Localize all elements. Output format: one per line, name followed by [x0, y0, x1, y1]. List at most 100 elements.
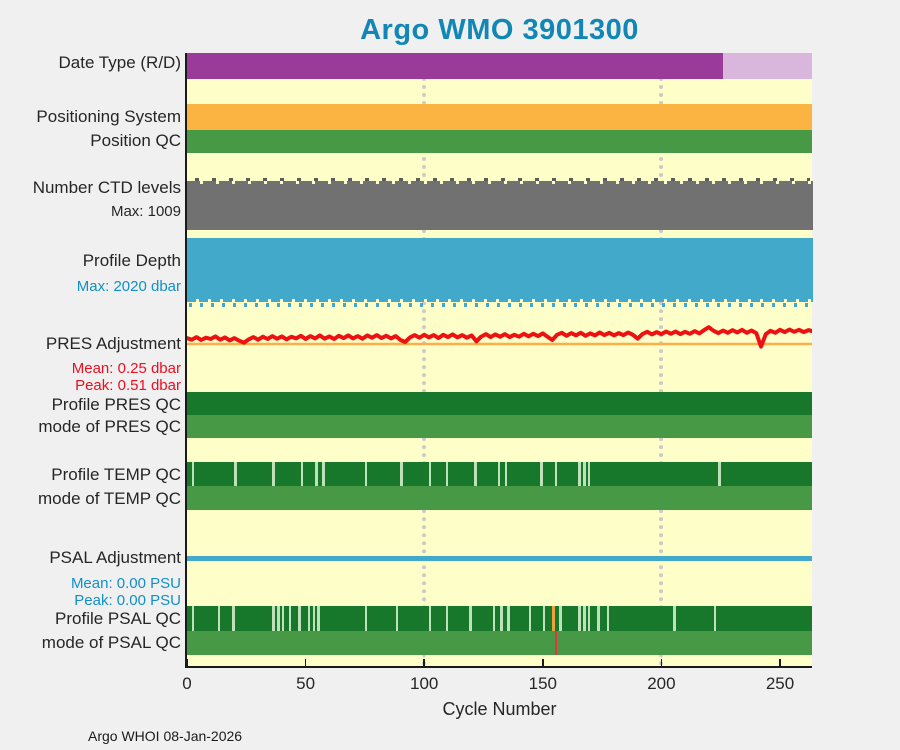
qc-flag-stripe [232, 606, 235, 631]
x-axis-tick-label: 250 [765, 674, 795, 693]
qc-flag-stripe [713, 606, 717, 631]
x-axis-tick-label: 150 [528, 674, 557, 693]
x-axis-tick [186, 659, 188, 666]
qc-flag-stripe [281, 606, 285, 631]
row-sublabel-pres-mean: Mean: 0.25 dbar [71, 360, 181, 377]
qc-flag-stripe [474, 462, 477, 486]
qc-flag-stripe [504, 462, 508, 486]
row-label-pres-adjustment: PRES Adjustment [45, 334, 181, 353]
qc-flag-stripe [234, 462, 237, 486]
band-segment [187, 238, 814, 302]
page-title: Argo WMO 3901300 [360, 14, 639, 46]
band-date-type [187, 53, 812, 79]
qc-flag-stripe [445, 606, 449, 631]
qc-flag-stripe [500, 606, 503, 631]
qc-flag-stripe [587, 606, 591, 631]
row-label-mode-psal-qc: mode of PSAL QC [41, 633, 181, 652]
band-profile-depth [187, 238, 814, 307]
qc-flag-stripe [312, 606, 316, 631]
row-sublabel-pres-peak: Peak: 0.51 dbar [75, 377, 181, 394]
band-segment [187, 181, 814, 230]
band-segment [187, 631, 812, 655]
qc-flag-stripe [300, 462, 304, 486]
band-profile-temp-qc [187, 462, 812, 486]
qc-flag-stripe [428, 462, 432, 486]
qc-flag-stripe [288, 606, 292, 631]
band-profile-pres-qc [187, 392, 812, 415]
x-axis-tick [423, 659, 425, 666]
qc-flag-stripe [540, 462, 543, 486]
qc-flag-stripe [364, 462, 368, 486]
ctd-levels-top-texture [189, 178, 810, 181]
row-label-positioning-system: Positioning System [36, 107, 181, 126]
qc-flag-stripe [578, 606, 581, 631]
qc-flag-stripe [272, 462, 275, 486]
x-axis-tick [542, 659, 544, 666]
x-axis-tick-label: 50 [296, 674, 316, 693]
band-number-ctd-levels [187, 178, 814, 230]
x-axis-label: Cycle Number [442, 699, 557, 719]
qc-flag-stripe [559, 606, 562, 631]
x-axis-tick-label: 100 [410, 674, 439, 693]
qc-flag-stripe [298, 606, 301, 631]
qc-flag-stripe [428, 606, 432, 631]
band-profile-psal-qc [187, 606, 812, 631]
row-label-ctd-levels: Number CTD levels [32, 178, 181, 197]
qc-flag-stripe [191, 462, 195, 486]
pres-adjustment-line [187, 325, 812, 349]
row-sublabel-psal-mean: Mean: 0.00 PSU [70, 575, 181, 592]
qc-flag-stripe [395, 606, 399, 631]
band-mode-of-psal-qc [187, 631, 812, 655]
qc-flag-stripe-special [554, 631, 558, 655]
qc-flag-stripe-special [552, 606, 555, 631]
row-label-date-type: Date Type (R/D) [58, 53, 181, 72]
psal-adjustment-line [187, 556, 812, 561]
band-segment [187, 104, 812, 130]
band-segment [187, 392, 812, 415]
qc-flag-stripe [469, 606, 472, 631]
qc-flag-stripe [317, 606, 320, 631]
qc-flag-stripe [445, 462, 449, 486]
profile-depth-tick-texture [189, 303, 810, 307]
band-positioning-system [187, 104, 812, 130]
qc-flag-stripe [217, 606, 221, 631]
qc-flag-stripe [542, 606, 546, 631]
band-segment [187, 486, 812, 510]
pres-adjustment-plot [187, 325, 812, 349]
row-label-mode-pres-qc: mode of PRES QC [38, 417, 181, 436]
qc-flag-stripe [528, 606, 532, 631]
row-label-profile-depth: Profile Depth [82, 251, 181, 270]
qc-flag-stripe [307, 606, 311, 631]
qc-flag-stripe [606, 606, 610, 631]
qc-flag-stripe [497, 462, 501, 486]
qc-flag-stripe [191, 606, 195, 631]
x-axis-tick [304, 659, 307, 666]
row-sublabel-psal-peak: Peak: 0.00 PSU [74, 592, 181, 609]
qc-flag-stripe [718, 462, 721, 486]
qc-flag-stripe [673, 606, 676, 631]
row-label-profile-psal-qc: Profile PSAL QC [55, 609, 181, 628]
x-axis-tick [660, 659, 663, 666]
qc-flag-stripe [364, 606, 368, 631]
row-label-position-qc: Position QC [90, 131, 181, 150]
x-axis-tick-label: 0 [182, 674, 192, 693]
band-segment [723, 53, 812, 79]
ctd-levels-notch-texture [187, 181, 812, 184]
qc-flag-stripe [492, 606, 496, 631]
band-segment [187, 130, 812, 153]
footer-note: Argo WHOI 08-Jan-2026 [88, 728, 243, 744]
x-axis-tick [779, 659, 781, 666]
row-label-psal-adjustment: PSAL Adjustment [49, 548, 181, 567]
row-sublabel-ctd-max: Max: 1009 [110, 203, 181, 220]
row-label-profile-temp-qc: Profile TEMP QC [51, 465, 181, 484]
profile-depth-bottom-texture [187, 299, 812, 302]
qc-flag-stripe [578, 462, 581, 486]
band-mode-of-temp-qc [187, 486, 812, 510]
qc-flag-stripe [583, 462, 586, 486]
qc-flag-stripe [315, 462, 318, 486]
row-sublabel-depth-max: Max: 2020 dbar [76, 278, 181, 295]
qc-flag-stripe [277, 606, 280, 631]
band-mode-of-pres-qc [187, 415, 812, 438]
qc-flag-stripe [597, 606, 600, 631]
